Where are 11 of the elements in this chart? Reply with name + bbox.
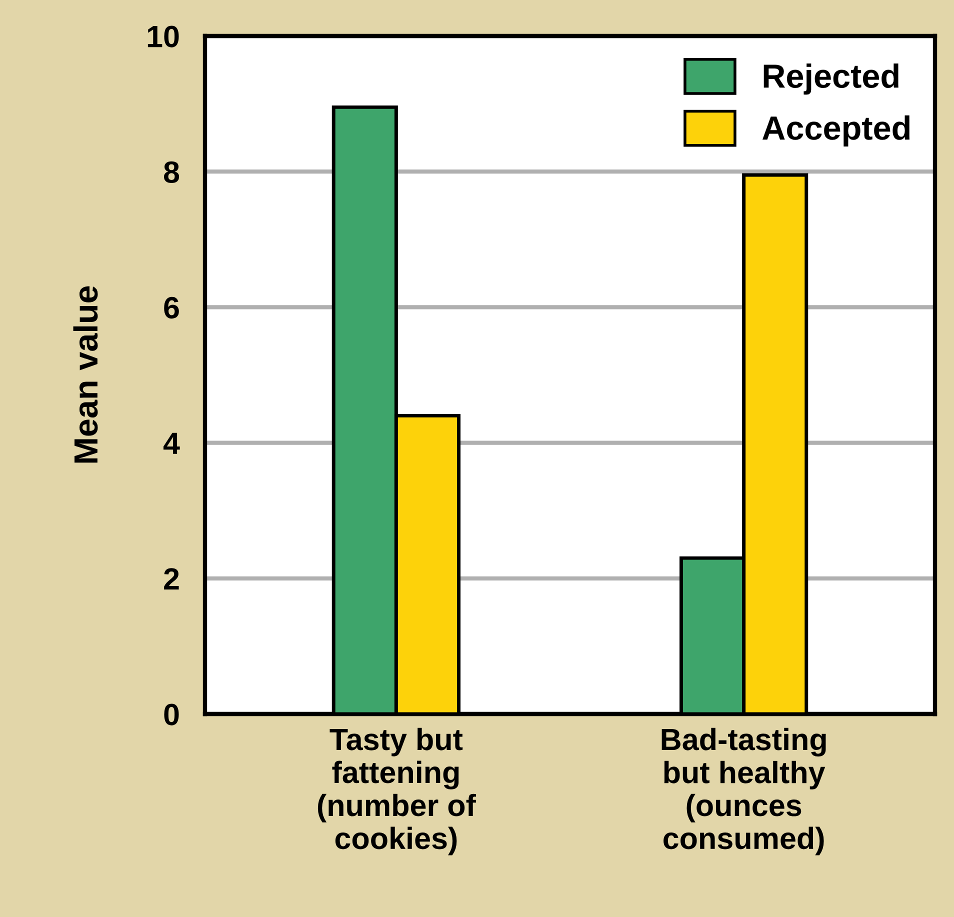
y-tick-label: 6 xyxy=(164,296,179,319)
legend-label: Rejected xyxy=(764,64,898,95)
y-tick-label: 10 xyxy=(148,26,179,48)
y-tick-label: 8 xyxy=(164,161,180,183)
y-tick-label: 0 xyxy=(164,704,179,726)
y-tick-label: 2 xyxy=(164,568,179,590)
x-tick-label: Bad-tasting but healthy (ounces consumed) xyxy=(662,728,826,856)
y-tick-label: 4 xyxy=(163,432,180,454)
y-axis-title: Mean value xyxy=(73,286,98,463)
legend-label: Accepted xyxy=(762,115,910,146)
x-tick-label: Tasty but fattening (number of cookies) xyxy=(318,728,476,856)
